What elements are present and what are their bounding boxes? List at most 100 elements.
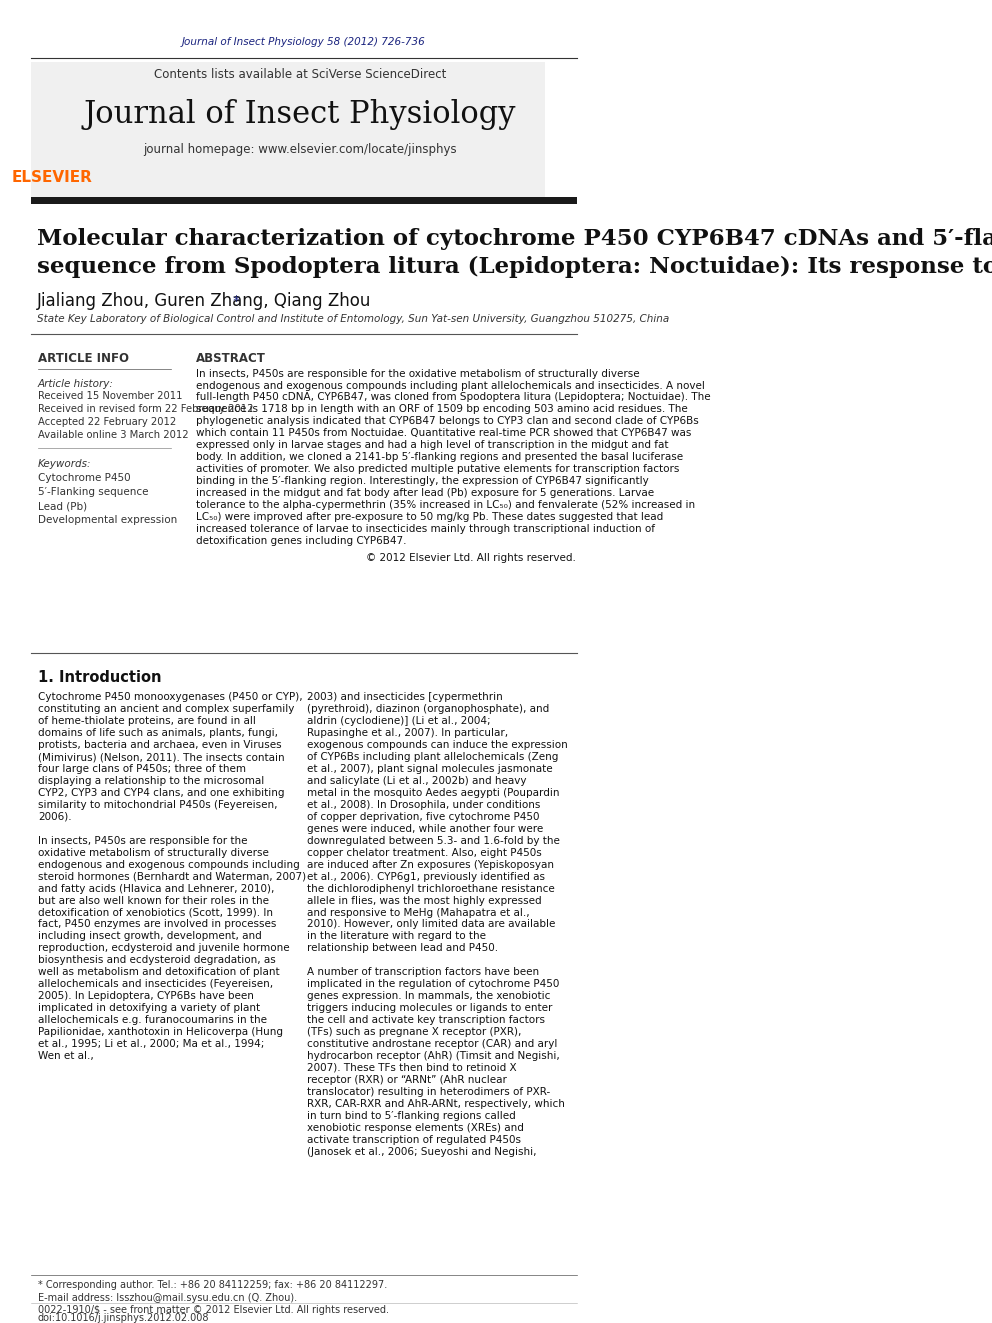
Text: 5′-Flanking sequence: 5′-Flanking sequence (38, 487, 149, 497)
Text: endogenous and exogenous compounds including plant allelochemicals and insectici: endogenous and exogenous compounds inclu… (196, 381, 705, 390)
Text: 1. Introduction: 1. Introduction (38, 669, 162, 685)
Text: genes were induced, while another four were: genes were induced, while another four w… (308, 824, 544, 833)
Text: 0022-1910/$ - see front matter © 2012 Elsevier Ltd. All rights reserved.: 0022-1910/$ - see front matter © 2012 El… (38, 1304, 389, 1315)
Text: receptor (RXR) or “ARNt” (AhR nuclear: receptor (RXR) or “ARNt” (AhR nuclear (308, 1074, 507, 1085)
Text: allelochemicals e.g. furanocoumarins in the: allelochemicals e.g. furanocoumarins in … (38, 1015, 267, 1025)
Text: In insects, P450s are responsible for the oxidative metabolism of structurally d: In insects, P450s are responsible for th… (196, 369, 640, 378)
Text: hydrocarbon receptor (AhR) (Timsit and Negishi,: hydrocarbon receptor (AhR) (Timsit and N… (308, 1050, 560, 1061)
Text: xenobiotic response elements (XREs) and: xenobiotic response elements (XREs) and (308, 1123, 524, 1132)
Text: the dichlorodiphenyl trichloroethane resistance: the dichlorodiphenyl trichloroethane res… (308, 884, 556, 893)
Text: activate transcription of regulated P450s: activate transcription of regulated P450… (308, 1135, 522, 1144)
Text: displaying a relationship to the microsomal: displaying a relationship to the microso… (38, 777, 264, 786)
Text: (Janosek et al., 2006; Sueyoshi and Negishi,: (Janosek et al., 2006; Sueyoshi and Negi… (308, 1147, 537, 1156)
Text: similarity to mitochondrial P450s (Feyereisen,: similarity to mitochondrial P450s (Feyer… (38, 800, 278, 810)
Text: endogenous and exogenous compounds including: endogenous and exogenous compounds inclu… (38, 860, 300, 869)
Text: Papilionidae, xanthotoxin in Helicoverpa (Hung: Papilionidae, xanthotoxin in Helicoverpa… (38, 1027, 283, 1037)
Text: allele in flies, was the most highly expressed: allele in flies, was the most highly exp… (308, 896, 542, 905)
Text: oxidative metabolism of structurally diverse: oxidative metabolism of structurally div… (38, 848, 269, 857)
Text: Accepted 22 February 2012: Accepted 22 February 2012 (38, 417, 177, 427)
Text: copper chelator treatment. Also, eight P450s: copper chelator treatment. Also, eight P… (308, 848, 543, 857)
Text: downregulated between 5.3- and 1.6-fold by the: downregulated between 5.3- and 1.6-fold … (308, 836, 560, 845)
Text: metal in the mosquito Aedes aegypti (Poupardin: metal in the mosquito Aedes aegypti (Pou… (308, 789, 559, 798)
Text: in turn bind to 5′-flanking regions called: in turn bind to 5′-flanking regions call… (308, 1111, 516, 1121)
Text: increased tolerance of larvae to insecticides mainly through transcriptional ind: increased tolerance of larvae to insecti… (196, 524, 655, 534)
Text: 2010). However, only limited data are available: 2010). However, only limited data are av… (308, 919, 556, 930)
Text: 2003) and insecticides [cypermethrin: 2003) and insecticides [cypermethrin (308, 692, 503, 703)
Text: Molecular characterization of cytochrome P450 CYP6B47 cDNAs and 5′-flanking: Molecular characterization of cytochrome… (37, 228, 992, 250)
Text: detoxification genes including CYP6B47.: detoxification genes including CYP6B47. (196, 536, 407, 546)
Text: Jialiang Zhou, Guren Zhang, Qiang Zhou: Jialiang Zhou, Guren Zhang, Qiang Zhou (37, 292, 371, 310)
Text: but are also well known for their roles in the: but are also well known for their roles … (38, 896, 269, 905)
Text: expressed only in larvae stages and had a high level of transcription in the mid: expressed only in larvae stages and had … (196, 441, 669, 450)
Text: Wen et al.,: Wen et al., (38, 1050, 93, 1061)
Text: four large clans of P450s; three of them: four large clans of P450s; three of them (38, 765, 246, 774)
Text: *: * (233, 294, 240, 308)
Text: Journal of Insect Physiology: Journal of Insect Physiology (83, 99, 516, 130)
Text: in the literature with regard to the: in the literature with regard to the (308, 931, 486, 942)
Text: doi:10.1016/j.jinsphys.2012.02.008: doi:10.1016/j.jinsphys.2012.02.008 (38, 1312, 209, 1323)
Text: increased in the midgut and fat body after lead (Pb) exposure for 5 generations.: increased in the midgut and fat body aft… (196, 488, 654, 499)
Text: Contents lists available at SciVerse ScienceDirect: Contents lists available at SciVerse Sci… (154, 69, 446, 81)
Text: of heme-thiolate proteins, are found in all: of heme-thiolate proteins, are found in … (38, 716, 256, 726)
Text: Cytochrome P450 monooxygenases (P450 or CYP),: Cytochrome P450 monooxygenases (P450 or … (38, 692, 303, 703)
Text: exogenous compounds can induce the expression: exogenous compounds can induce the expre… (308, 740, 568, 750)
Text: and salicylate (Li et al., 2002b) and heavy: and salicylate (Li et al., 2002b) and he… (308, 777, 527, 786)
Text: of CYP6Bs including plant allelochemicals (Zeng: of CYP6Bs including plant allelochemical… (308, 753, 558, 762)
Text: translocator) resulting in heterodimers of PXR-: translocator) resulting in heterodimers … (308, 1088, 551, 1097)
Text: and fatty acids (Hlavica and Lehnerer, 2010),: and fatty acids (Hlavica and Lehnerer, 2… (38, 884, 275, 893)
Text: 2006).: 2006). (38, 812, 71, 822)
Text: full-length P450 cDNA, CYP6B47, was cloned from Spodoptera litura (Lepidoptera; : full-length P450 cDNA, CYP6B47, was clon… (196, 393, 710, 402)
Text: © 2012 Elsevier Ltd. All rights reserved.: © 2012 Elsevier Ltd. All rights reserved… (366, 553, 575, 562)
Text: sequence from Spodoptera litura (Lepidoptera: Noctuidae): Its response to lead s: sequence from Spodoptera litura (Lepidop… (37, 255, 992, 278)
Text: * Corresponding author. Tel.: +86 20 84112259; fax: +86 20 84112297.: * Corresponding author. Tel.: +86 20 841… (38, 1281, 387, 1290)
Text: well as metabolism and detoxification of plant: well as metabolism and detoxification of… (38, 967, 280, 978)
Text: Lead (Pb): Lead (Pb) (38, 501, 87, 511)
Text: binding in the 5′-flanking region. Interestingly, the expression of CYP6B47 sign: binding in the 5′-flanking region. Inter… (196, 476, 649, 486)
Text: CYP2, CYP3 and CYP4 clans, and one exhibiting: CYP2, CYP3 and CYP4 clans, and one exhib… (38, 789, 285, 798)
Text: ABSTRACT: ABSTRACT (196, 352, 266, 365)
Text: aldrin (cyclodiene)] (Li et al., 2004;: aldrin (cyclodiene)] (Li et al., 2004; (308, 716, 491, 726)
Text: of copper deprivation, five cytochrome P450: of copper deprivation, five cytochrome P… (308, 812, 540, 822)
Text: E-mail address: lsszhou@mail.sysu.edu.cn (Q. Zhou).: E-mail address: lsszhou@mail.sysu.edu.cn… (38, 1293, 297, 1303)
Text: including insect growth, development, and: including insect growth, development, an… (38, 931, 262, 942)
Text: et al., 2006). CYP6g1, previously identified as: et al., 2006). CYP6g1, previously identi… (308, 872, 546, 881)
Text: Keywords:: Keywords: (38, 459, 91, 470)
Text: A number of transcription factors have been: A number of transcription factors have b… (308, 967, 540, 978)
Text: the cell and activate key transcription factors: the cell and activate key transcription … (308, 1015, 546, 1025)
Text: constitutive androstane receptor (CAR) and aryl: constitutive androstane receptor (CAR) a… (308, 1039, 558, 1049)
Text: and responsive to MeHg (Mahapatra et al.,: and responsive to MeHg (Mahapatra et al.… (308, 908, 530, 918)
Text: Received in revised form 22 February 2012: Received in revised form 22 February 201… (38, 405, 254, 414)
Text: protists, bacteria and archaea, even in Viruses: protists, bacteria and archaea, even in … (38, 740, 282, 750)
Text: Received 15 November 2011: Received 15 November 2011 (38, 392, 183, 401)
Text: fact, P450 enzymes are involved in processes: fact, P450 enzymes are involved in proce… (38, 919, 277, 930)
Text: 2007). These TFs then bind to retinoid X: 2007). These TFs then bind to retinoid X (308, 1062, 517, 1073)
Text: (pyrethroid), diazinon (organophosphate), and: (pyrethroid), diazinon (organophosphate)… (308, 704, 550, 714)
Text: tolerance to the alpha-cypermethrin (35% increased in LC₅₀) and fenvalerate (52%: tolerance to the alpha-cypermethrin (35%… (196, 500, 695, 511)
Text: detoxification of xenobiotics (Scott, 1999). In: detoxification of xenobiotics (Scott, 19… (38, 908, 273, 918)
Text: relationship between lead and P450.: relationship between lead and P450. (308, 943, 499, 954)
Text: steroid hormones (Bernhardt and Waterman, 2007): steroid hormones (Bernhardt and Waterman… (38, 872, 307, 881)
Text: 2005). In Lepidoptera, CYP6Bs have been: 2005). In Lepidoptera, CYP6Bs have been (38, 991, 254, 1002)
Bar (31, 197, 576, 204)
Text: Cytochrome P450: Cytochrome P450 (38, 474, 131, 483)
Text: Developmental expression: Developmental expression (38, 515, 178, 525)
Text: biosynthesis and ecdysteroid degradation, as: biosynthesis and ecdysteroid degradation… (38, 955, 276, 966)
Text: are induced after Zn exposures (Yepiskoposyan: are induced after Zn exposures (Yepiskop… (308, 860, 555, 869)
Text: reproduction, ecdysteroid and juvenile hormone: reproduction, ecdysteroid and juvenile h… (38, 943, 290, 954)
Text: journal homepage: www.elsevier.com/locate/jinsphys: journal homepage: www.elsevier.com/locat… (143, 143, 457, 156)
Text: (TFs) such as pregnane X receptor (PXR),: (TFs) such as pregnane X receptor (PXR), (308, 1027, 522, 1037)
Text: LC₅₀) were improved after pre-exposure to 50 mg/kg Pb. These dates suggested tha: LC₅₀) were improved after pre-exposure t… (196, 512, 664, 523)
Text: allelochemicals and insecticides (Feyereisen,: allelochemicals and insecticides (Feyere… (38, 979, 273, 990)
Text: Journal of Insect Physiology 58 (2012) 726-736: Journal of Insect Physiology 58 (2012) 7… (182, 37, 426, 46)
Text: et al., 2008). In Drosophila, under conditions: et al., 2008). In Drosophila, under cond… (308, 800, 541, 810)
Text: implicated in detoxifying a variety of plant: implicated in detoxifying a variety of p… (38, 1003, 260, 1013)
Text: RXR, CAR-RXR and AhR-ARNt, respectively, which: RXR, CAR-RXR and AhR-ARNt, respectively,… (308, 1099, 565, 1109)
Text: Available online 3 March 2012: Available online 3 March 2012 (38, 430, 188, 441)
Text: activities of promoter. We also predicted multiple putative elements for transcr: activities of promoter. We also predicte… (196, 464, 680, 474)
Text: constituting an ancient and complex superfamily: constituting an ancient and complex supe… (38, 704, 295, 714)
FancyBboxPatch shape (31, 62, 545, 200)
Text: In insects, P450s are responsible for the: In insects, P450s are responsible for th… (38, 836, 247, 845)
Text: Article history:: Article history: (38, 378, 114, 389)
Text: Rupasinghe et al., 2007). In particular,: Rupasinghe et al., 2007). In particular, (308, 728, 509, 738)
Text: State Key Laboratory of Biological Control and Institute of Entomology, Sun Yat-: State Key Laboratory of Biological Contr… (37, 314, 669, 324)
